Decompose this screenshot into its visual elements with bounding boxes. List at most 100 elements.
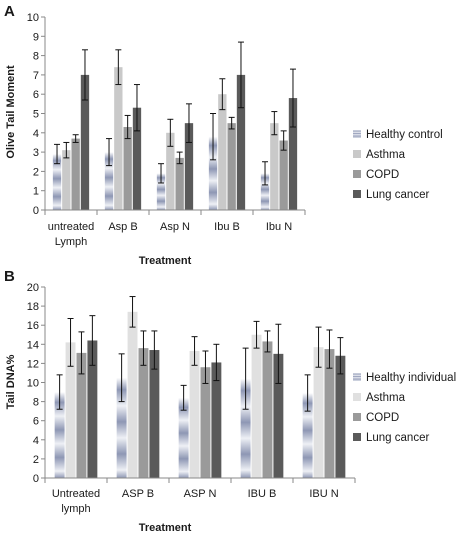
category-label: Ibu B <box>214 221 240 233</box>
chart-panel-b: B Tail DNA% 0 2 4 6 8 10 12 14 16 18 20 Untreated l… <box>4 268 456 534</box>
legend-label: COPD <box>366 169 399 181</box>
legend-swatch <box>353 433 361 441</box>
y-tick-label: 8 <box>33 51 39 63</box>
legend-swatch <box>353 150 361 158</box>
y-tick-label: 9 <box>33 31 39 43</box>
y-tick-label: 0 <box>33 473 39 485</box>
y-tick-label: 7 <box>33 70 39 82</box>
category-label: Asp N <box>160 221 190 233</box>
legend-a: Healthy control Asthma COPD Lung cancer <box>353 129 443 201</box>
bar-asthma <box>127 311 138 478</box>
bar-copd <box>227 123 236 210</box>
category-label: Lymph <box>55 236 88 248</box>
legend-label: Asthma <box>366 149 406 161</box>
bar-copd <box>71 138 80 210</box>
legend-swatch <box>353 130 361 138</box>
legend-swatch <box>353 170 361 178</box>
bar-copd <box>324 349 335 478</box>
bar-copd <box>175 157 184 210</box>
legend-label: Healthy individual <box>366 372 456 384</box>
y-tick-label: 18 <box>27 301 39 313</box>
category-label: ASP N <box>184 488 217 500</box>
bar-asthma <box>270 123 279 210</box>
bar-lung-cancer <box>273 353 284 478</box>
bar-lung-cancer <box>335 355 346 478</box>
y-tick-label: 3 <box>33 147 39 159</box>
y-tick-label: 12 <box>27 358 39 370</box>
bar-copd <box>123 127 132 210</box>
y-tick-label: 20 <box>27 282 39 294</box>
category-label: Untreated <box>52 488 100 500</box>
y-tick-label: 4 <box>33 128 39 140</box>
legend-swatch <box>353 373 361 381</box>
bar-asthma <box>166 132 175 210</box>
y-ticks-b: 0 2 4 6 8 10 12 14 16 18 20 <box>27 282 45 485</box>
bar-asthma <box>251 334 262 478</box>
bar-lung-cancer <box>288 98 298 210</box>
category-label: untreated <box>48 221 94 233</box>
bar-lung-cancer <box>184 123 194 210</box>
category-labels-b: Untreated lymph ASP B ASP N IBU B IBU N <box>52 488 339 515</box>
category-label: lymph <box>61 503 90 515</box>
bar-healthy-control <box>208 136 218 210</box>
y-axis-title-b: Tail DNA% <box>5 354 17 409</box>
bars-a <box>52 67 298 211</box>
axes-b <box>44 287 356 483</box>
bar-copd <box>138 348 149 478</box>
bar-copd <box>76 352 87 478</box>
bar-healthy-control <box>156 173 166 210</box>
y-tick-label: 6 <box>33 89 39 101</box>
chart-panel-a: A Olive Tail Moment 0 1 2 3 4 5 6 7 8 9 10 untreat… <box>4 3 443 267</box>
y-tick-label: 4 <box>33 435 39 447</box>
legend-swatch <box>353 413 361 421</box>
bar-copd <box>262 341 273 478</box>
y-tick-label: 0 <box>33 205 39 217</box>
bar-healthy-control <box>104 152 114 210</box>
legend-label: COPD <box>366 412 399 424</box>
y-tick-label: 2 <box>33 454 39 466</box>
category-label: Asp B <box>108 221 137 233</box>
bar-asthma <box>65 342 76 478</box>
category-labels-a: untreated Lymph Asp B Asp N Ibu B Ibu N <box>48 221 292 248</box>
bar-healthy-control <box>260 173 270 210</box>
bar-copd <box>279 140 288 210</box>
x-axis-title-a: Treatment <box>139 255 192 267</box>
bar-lung-cancer <box>149 350 160 478</box>
bar-healthy-individual <box>178 397 189 478</box>
panel-label-b: B <box>4 268 15 285</box>
error-bars-b <box>56 296 344 412</box>
y-tick-label: 14 <box>27 339 39 351</box>
axes-a <box>44 17 306 215</box>
bar-lung-cancer <box>211 362 222 478</box>
bar-asthma <box>114 67 123 211</box>
legend-label: Lung cancer <box>366 189 429 201</box>
legend-label: Healthy control <box>366 129 443 141</box>
bar-asthma <box>313 347 324 478</box>
y-tick-label: 16 <box>27 320 39 332</box>
bar-healthy-individual <box>302 393 313 478</box>
bar-asthma <box>189 350 200 478</box>
y-tick-label: 2 <box>33 166 39 178</box>
category-label: IBU B <box>248 488 277 500</box>
bars-b <box>54 311 346 478</box>
y-axis-title-a: Olive Tail Moment <box>5 65 17 159</box>
bar-healthy-individual <box>240 378 251 478</box>
bar-lung-cancer <box>87 340 98 478</box>
legend-b: Healthy individual Asthma COPD Lung cancer <box>353 372 456 444</box>
y-tick-label: 10 <box>27 12 39 24</box>
bar-asthma <box>218 94 227 210</box>
bar-healthy-individual <box>116 377 127 478</box>
category-label: Ibu N <box>266 221 292 233</box>
bar-healthy-control <box>52 154 62 210</box>
y-tick-label: 5 <box>33 109 39 121</box>
bar-asthma <box>62 150 71 210</box>
bar-copd <box>200 367 211 478</box>
bar-healthy-individual <box>54 392 65 478</box>
y-ticks-a: 0 1 2 3 4 5 6 7 8 9 10 <box>27 12 45 217</box>
bar-lung-cancer <box>132 107 142 210</box>
legend-label: Asthma <box>366 392 406 404</box>
category-label: ASP B <box>122 488 154 500</box>
legend-label: Lung cancer <box>366 432 429 444</box>
legend-swatch <box>353 393 361 401</box>
